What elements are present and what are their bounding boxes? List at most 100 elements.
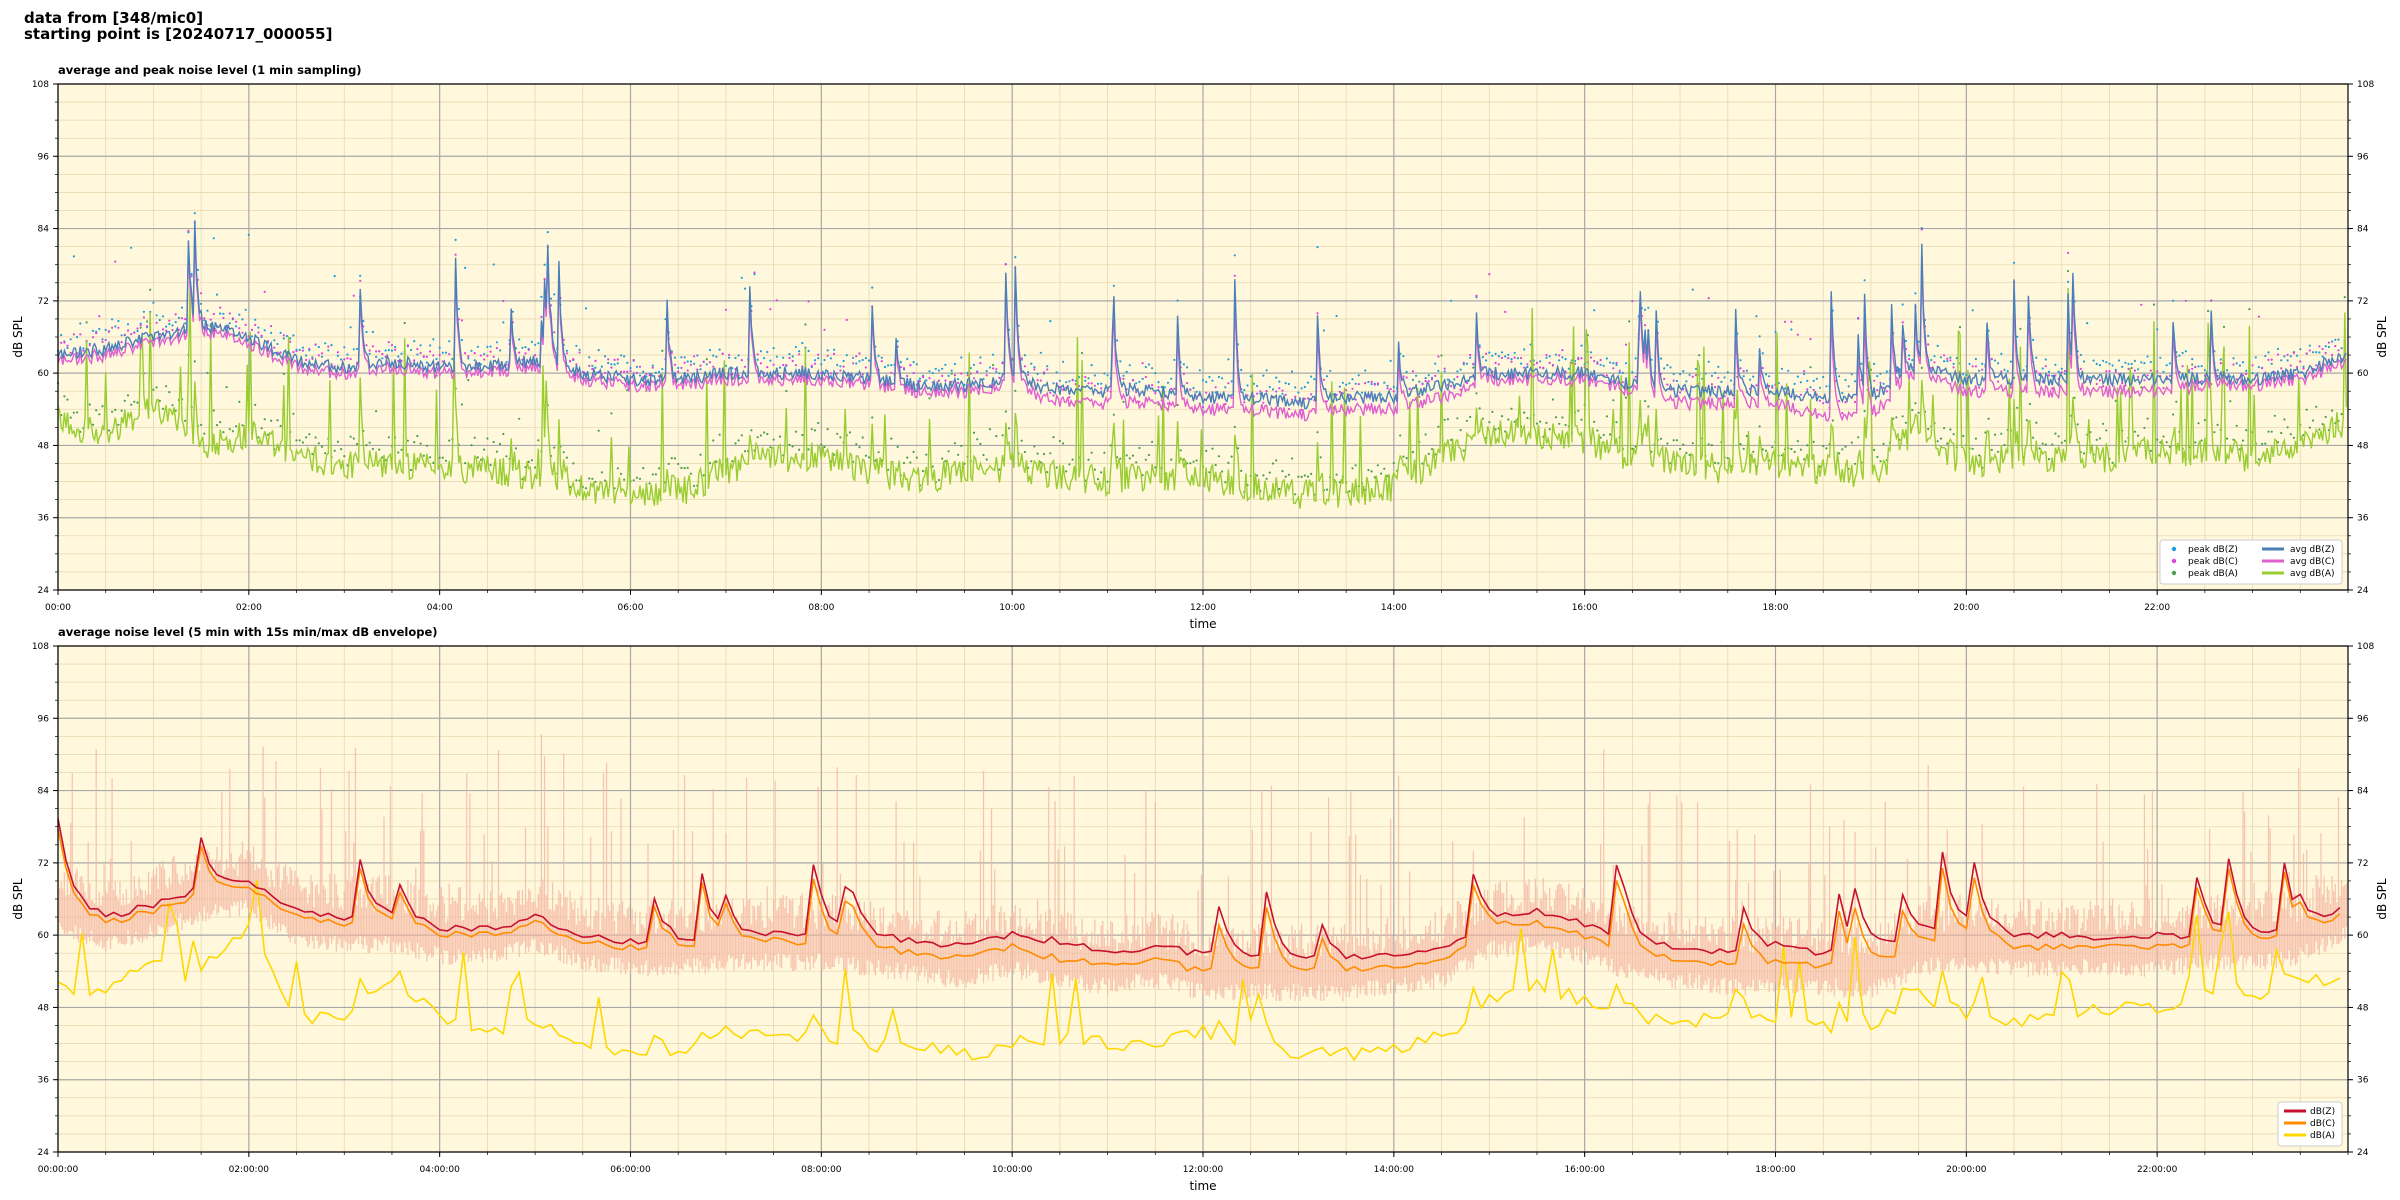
peak-point	[817, 353, 820, 356]
peak-point	[2324, 345, 2327, 348]
ytick-label-right: 96	[2357, 152, 2369, 162]
peak-point	[677, 366, 680, 370]
peak-point	[1599, 358, 1602, 362]
peak-point	[2051, 374, 2054, 377]
peak-point	[1023, 365, 1026, 368]
peak-point	[1551, 364, 1554, 367]
peak-point	[69, 416, 72, 419]
peak-point	[1068, 463, 1071, 466]
peak-point	[995, 370, 998, 373]
peak-point	[715, 460, 718, 463]
peak-point	[1459, 388, 1462, 391]
peak-point	[1007, 427, 1011, 430]
peak-point	[317, 442, 320, 445]
peak-point	[1771, 386, 1774, 389]
peak-point	[689, 360, 693, 363]
peak-point	[820, 363, 823, 366]
peak-point	[1049, 452, 1052, 455]
peak-point	[1335, 314, 1338, 318]
peak-point	[2270, 430, 2273, 433]
peak-point	[966, 374, 969, 377]
peak-point	[836, 432, 839, 435]
peak-point	[2235, 362, 2238, 365]
xtick-label: 04:00:00	[419, 1165, 460, 1175]
peak-point	[250, 328, 254, 331]
peak-point	[1100, 471, 1103, 474]
peak-point	[543, 263, 546, 266]
peak-point	[693, 484, 696, 487]
peak-point	[355, 347, 359, 350]
peak-point	[238, 400, 241, 403]
peak-point	[2197, 365, 2200, 368]
peak-point	[530, 340, 534, 343]
peak-point	[2143, 426, 2146, 429]
peak-point	[2318, 345, 2321, 348]
peak-point	[1370, 383, 1373, 386]
peak-point	[457, 307, 460, 311]
peak-point	[1014, 389, 1017, 392]
peak-point	[1965, 373, 1968, 377]
peak-point	[1761, 352, 1764, 355]
peak-point	[2270, 358, 2273, 361]
peak-point	[810, 364, 813, 367]
peak-point	[1462, 363, 1465, 366]
peak-point	[1809, 386, 1812, 389]
peak-point	[400, 352, 403, 355]
peak-point	[1717, 365, 1720, 368]
peak-point	[254, 318, 257, 321]
peak-point	[1424, 377, 1427, 380]
peak-point	[998, 372, 1001, 375]
peak-point	[448, 340, 451, 343]
peak-point	[877, 354, 880, 357]
peak-point	[906, 357, 909, 360]
peak-point	[2035, 421, 2038, 424]
peak-point	[826, 428, 829, 431]
peak-point	[902, 367, 906, 370]
peak-point	[1895, 416, 1898, 419]
peak-point	[1310, 393, 1313, 396]
peak-point	[130, 403, 133, 406]
ytick-label-right: 60	[2357, 369, 2369, 379]
peak-point	[1354, 382, 1357, 385]
peak-point	[798, 353, 801, 356]
peak-point	[2334, 344, 2337, 348]
peak-point	[454, 238, 457, 241]
header-start: starting point is [20240717_000055]	[24, 25, 333, 43]
peak-point	[225, 386, 228, 389]
peak-point	[1399, 434, 1402, 437]
peak-point	[766, 366, 769, 369]
peak-point	[677, 462, 680, 466]
peak-point	[1803, 458, 1806, 461]
peak-point	[610, 363, 613, 366]
peak-point	[804, 323, 807, 326]
peak-point	[1144, 458, 1147, 461]
peak-point	[1081, 351, 1084, 355]
peak-point	[1071, 379, 1074, 382]
peak-point	[2197, 422, 2200, 425]
peak-point	[572, 358, 575, 361]
peak-point	[702, 474, 705, 477]
peak-point	[343, 346, 346, 349]
peak-point	[1605, 374, 1608, 377]
peak-point	[1799, 393, 1802, 396]
peak-point	[855, 355, 858, 358]
peak-point	[1217, 455, 1220, 458]
peak-point	[292, 351, 295, 354]
peak-point	[1599, 436, 1602, 439]
peak-point	[1561, 356, 1564, 359]
peak-point	[1265, 477, 1268, 480]
peak-point	[1020, 357, 1023, 360]
peak-point	[788, 353, 791, 356]
peak-point	[2203, 419, 2206, 422]
peak-point	[260, 334, 263, 337]
peak-point	[1465, 381, 1469, 384]
peak-point	[419, 351, 422, 355]
peak-point	[1424, 379, 1427, 383]
peak-point	[718, 348, 721, 351]
peak-point	[1106, 374, 1109, 377]
peak-point	[1946, 360, 1949, 363]
peak-point	[661, 349, 664, 352]
peak-point	[1551, 398, 1554, 401]
peak-point	[1268, 471, 1271, 474]
peak-point	[1971, 447, 1974, 450]
